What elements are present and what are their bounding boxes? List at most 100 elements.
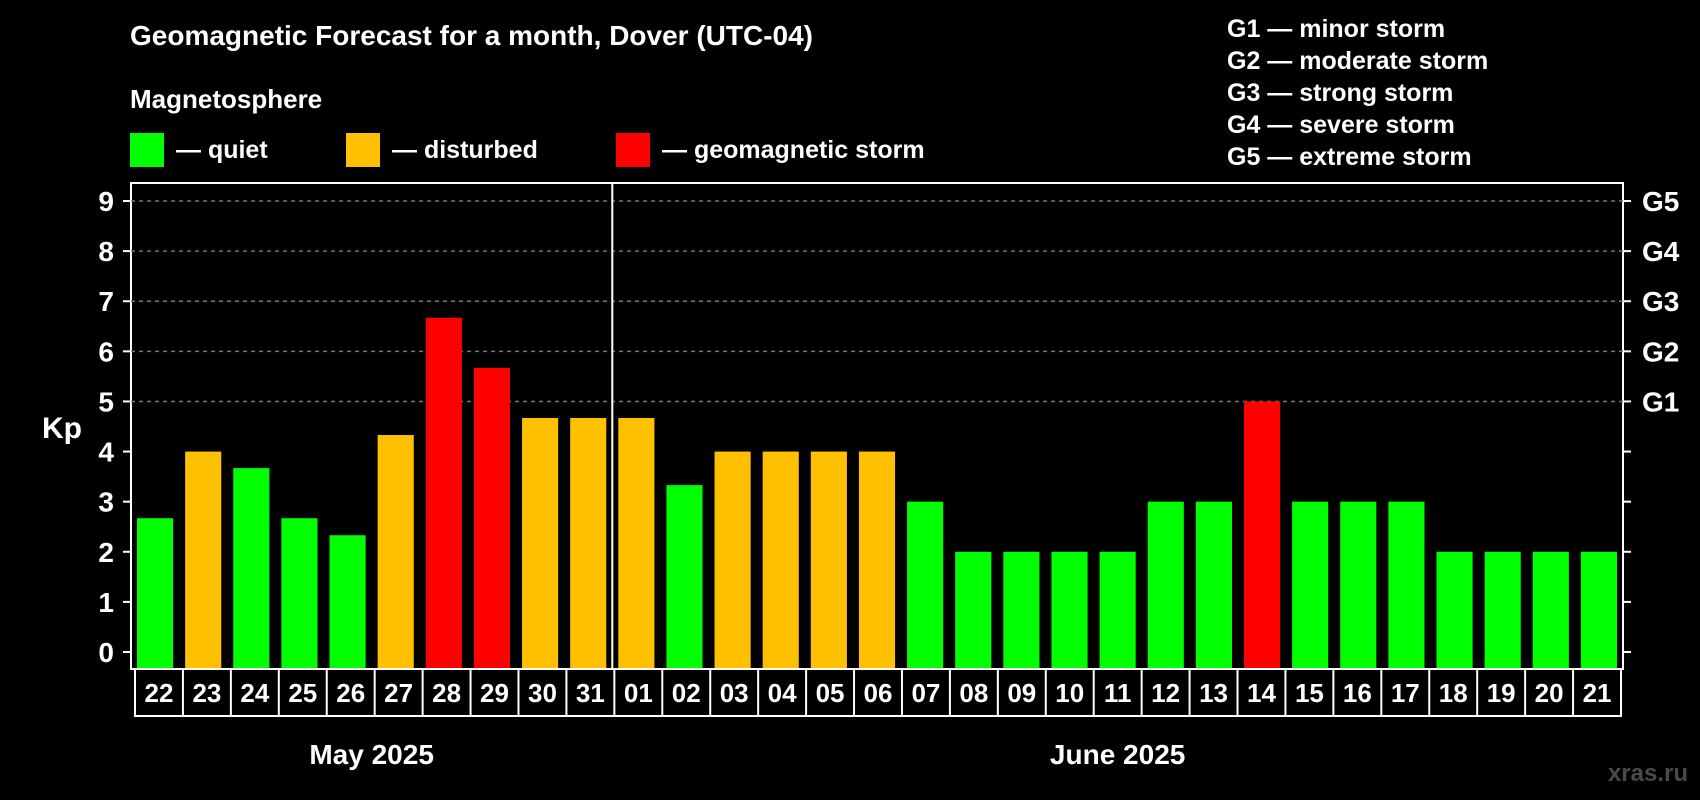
legend-heading: Magnetosphere [130,84,323,114]
storm-scale-g2: G2 — moderate storm [1227,47,1489,75]
legend-item-storm: — geomagnetic storm [616,133,925,167]
y-tick-label-4: 4 [98,437,114,468]
storm-scale-g1: G1 — minor storm [1227,15,1446,43]
x-tick-label-14: 14 [1247,678,1276,708]
bar-07 [907,501,944,669]
bar-30 [522,417,559,669]
x-tick-label-21: 21 [1583,678,1612,708]
y-tick-label-2: 2 [98,537,114,568]
bar-16 [1340,501,1377,669]
bar-06 [858,451,896,669]
x-tick-label-18: 18 [1439,678,1468,708]
x-tick-label-16: 16 [1343,678,1372,708]
bar-24 [233,468,270,669]
y-tick-label-3: 3 [98,487,114,518]
legend-swatch-disturbed [346,133,380,167]
x-tick-label-19: 19 [1487,678,1516,708]
y-tick-label-9: 9 [98,186,114,217]
bar-27 [377,435,414,669]
x-tick-label-05: 05 [816,678,845,708]
storm-scale-list: G1 — minor storm G2 — moderate storm G3 … [1227,13,1488,173]
bar-03 [714,451,751,669]
bar-31 [570,417,607,669]
bar-23 [185,451,222,669]
y-tick-label-7: 7 [98,286,114,317]
bar-15 [1292,501,1329,669]
bar-02 [666,485,703,669]
bar-14 [1243,401,1281,669]
x-tick-label-15: 15 [1295,678,1324,708]
storm-level-label-G3: G3 [1642,286,1679,317]
x-tick-label-25: 25 [288,678,317,708]
storm-level-label-G4: G4 [1642,236,1680,267]
legend-label-quiet: — quiet [176,135,268,164]
x-tick-label-22: 22 [145,678,174,708]
bar-10 [1051,551,1088,669]
x-tick-label-27: 27 [384,678,413,708]
x-tick-label-20: 20 [1535,678,1564,708]
x-tick-label-11: 11 [1104,678,1132,708]
x-tick-label-24: 24 [240,678,269,708]
x-tick-label-23: 23 [192,678,221,708]
bar-29 [473,367,511,669]
bar-28 [425,317,462,669]
bar-05 [810,451,847,669]
legend-swatch-quiet [130,133,164,167]
legend-label-storm: — geomagnetic storm [662,135,925,164]
storm-scale-g3: G3 — strong storm [1227,79,1454,107]
chart-title: Geomagnetic Forecast for a month, Dover … [130,20,814,51]
x-tick-label-13: 13 [1199,678,1228,708]
bar-22 [137,518,174,669]
y-axis-label: Kp [42,412,82,445]
x-tick-label-29: 29 [480,678,509,708]
x-tick-label-31: 31 [576,678,605,708]
x-tick-label-10: 10 [1055,678,1084,708]
bar-12 [1147,501,1184,669]
y-tick-label-0: 0 [98,637,114,668]
y-tick-label-6: 6 [98,336,114,367]
y-tick-label-1: 1 [98,587,114,618]
bar-19 [1484,551,1521,669]
x-tick-label-12: 12 [1151,678,1180,708]
x-tick-label-03: 03 [720,678,749,708]
watermark: xras.ru [1607,760,1688,787]
bar-25 [281,518,318,669]
bar-21 [1580,551,1617,669]
month-label-0: May 2025 [309,739,434,770]
bar-09 [1003,551,1040,669]
x-tick-label-01: 01 [624,678,653,708]
bar-13 [1195,501,1232,669]
legend-item-disturbed: — disturbed [346,133,538,167]
legend-item-quiet: — quiet [130,133,268,167]
storm-level-label-G1: G1 [1642,386,1679,417]
x-tick-label-06: 06 [864,678,893,708]
x-tick-label-09: 09 [1007,678,1036,708]
legend-label-disturbed: — disturbed [392,135,538,164]
bar-01 [618,417,655,669]
storm-level-label-G5: G5 [1642,186,1679,217]
x-tick-label-04: 04 [768,678,797,708]
x-tick-label-07: 07 [911,678,940,708]
x-tick-label-08: 08 [959,678,988,708]
bar-08 [955,551,992,669]
x-tick-label-02: 02 [672,678,701,708]
bar-11 [1099,551,1136,669]
x-tick-label-28: 28 [432,678,461,708]
y-tick-label-5: 5 [98,386,114,417]
x-tick-label-26: 26 [336,678,365,708]
storm-scale-g4: G4 — severe storm [1227,111,1455,139]
x-tick-label-17: 17 [1391,678,1420,708]
bar-17 [1388,501,1425,669]
bar-20 [1532,551,1569,669]
x-tick-label-30: 30 [528,678,557,708]
storm-level-label-G2: G2 [1642,336,1679,367]
bar-18 [1436,551,1473,669]
bar-26 [329,535,366,669]
bar-04 [762,451,799,669]
legend-swatch-storm [616,133,650,167]
date-row-frame [134,668,1622,717]
y-tick-label-8: 8 [98,236,114,267]
storm-scale-g5: G5 — extreme storm [1227,143,1472,171]
month-label-1: June 2025 [1050,739,1185,770]
